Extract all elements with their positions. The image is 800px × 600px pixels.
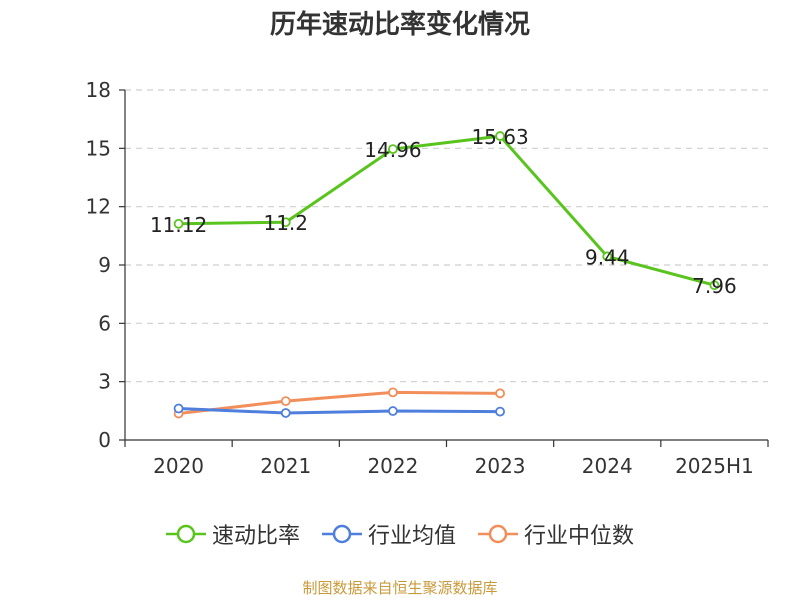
x-tick-label-2: 2022 (367, 454, 418, 478)
y-tick-label-1: 3 (98, 370, 111, 394)
series-1-line (178, 134, 715, 287)
series-1-data-label-5: 7.96 (692, 274, 737, 298)
legend-marker-series-2-icon (321, 524, 362, 544)
legend-label-series-3: 行业中位数 (524, 524, 635, 549)
data-source-note: 制图数据来自恒生聚源数据库 (302, 579, 498, 597)
series-1-data-label-4: 9.44 (585, 245, 630, 269)
series-1-data-label-2: 14.96 (364, 138, 421, 162)
x-tick-label-3: 2023 (475, 454, 526, 478)
series-3-point-3 (495, 388, 505, 399)
x-tick-label-4: 2024 (582, 454, 633, 478)
y-tick-label-6: 18 (86, 78, 111, 102)
legend-item-series-1[interactable]: 速动比率 (165, 518, 300, 550)
series-1-point-2 (388, 144, 398, 155)
legend-item-series-2[interactable]: 行业均值 (321, 518, 456, 550)
series-1-data-label-3: 15.63 (471, 125, 528, 149)
x-tick-label-0: 2020 (153, 454, 204, 478)
legend-marker-series-3-icon (478, 524, 518, 544)
chart-title: 历年速动比率变化情况 (269, 10, 530, 40)
legend-label-series-2: 行业均值 (367, 524, 456, 549)
x-tick-label-1: 2021 (260, 454, 311, 478)
legend-marker-series-1-icon (165, 524, 206, 544)
legend: 速动比率 行业均值 行业中位数 (0, 518, 800, 550)
series-1-point-1 (280, 217, 291, 228)
series-3-point-2 (388, 387, 398, 398)
series-2-point-2 (388, 406, 398, 416)
x-tick-label-5: 2025H1 (675, 454, 754, 478)
series-1-data-label-0: 11.12 (150, 213, 207, 237)
legend-label-series-1: 速动比率 (211, 524, 300, 549)
y-tick-label-3: 9 (98, 253, 111, 277)
y-tick-label-5: 15 (86, 136, 111, 160)
y-tick-label-2: 6 (98, 311, 111, 335)
series-1-point-3 (495, 131, 505, 141)
series-1-point-5 (709, 280, 720, 291)
series-2-line (178, 407, 501, 415)
series-2-point-1 (280, 408, 291, 418)
series-1-point-4 (602, 251, 613, 262)
y-tick-label-0: 0 (98, 428, 111, 452)
series-3-point-1 (280, 396, 291, 407)
series-1-data-label-1: 11.2 (263, 211, 308, 235)
series-1-point-0 (173, 218, 184, 229)
y-tick-label-4: 12 (86, 195, 111, 219)
series-3-line (178, 390, 501, 416)
series-2-point-3 (495, 406, 505, 417)
legend-item-series-3[interactable]: 行业中位数 (478, 518, 634, 550)
series-2-point-0 (173, 403, 184, 414)
